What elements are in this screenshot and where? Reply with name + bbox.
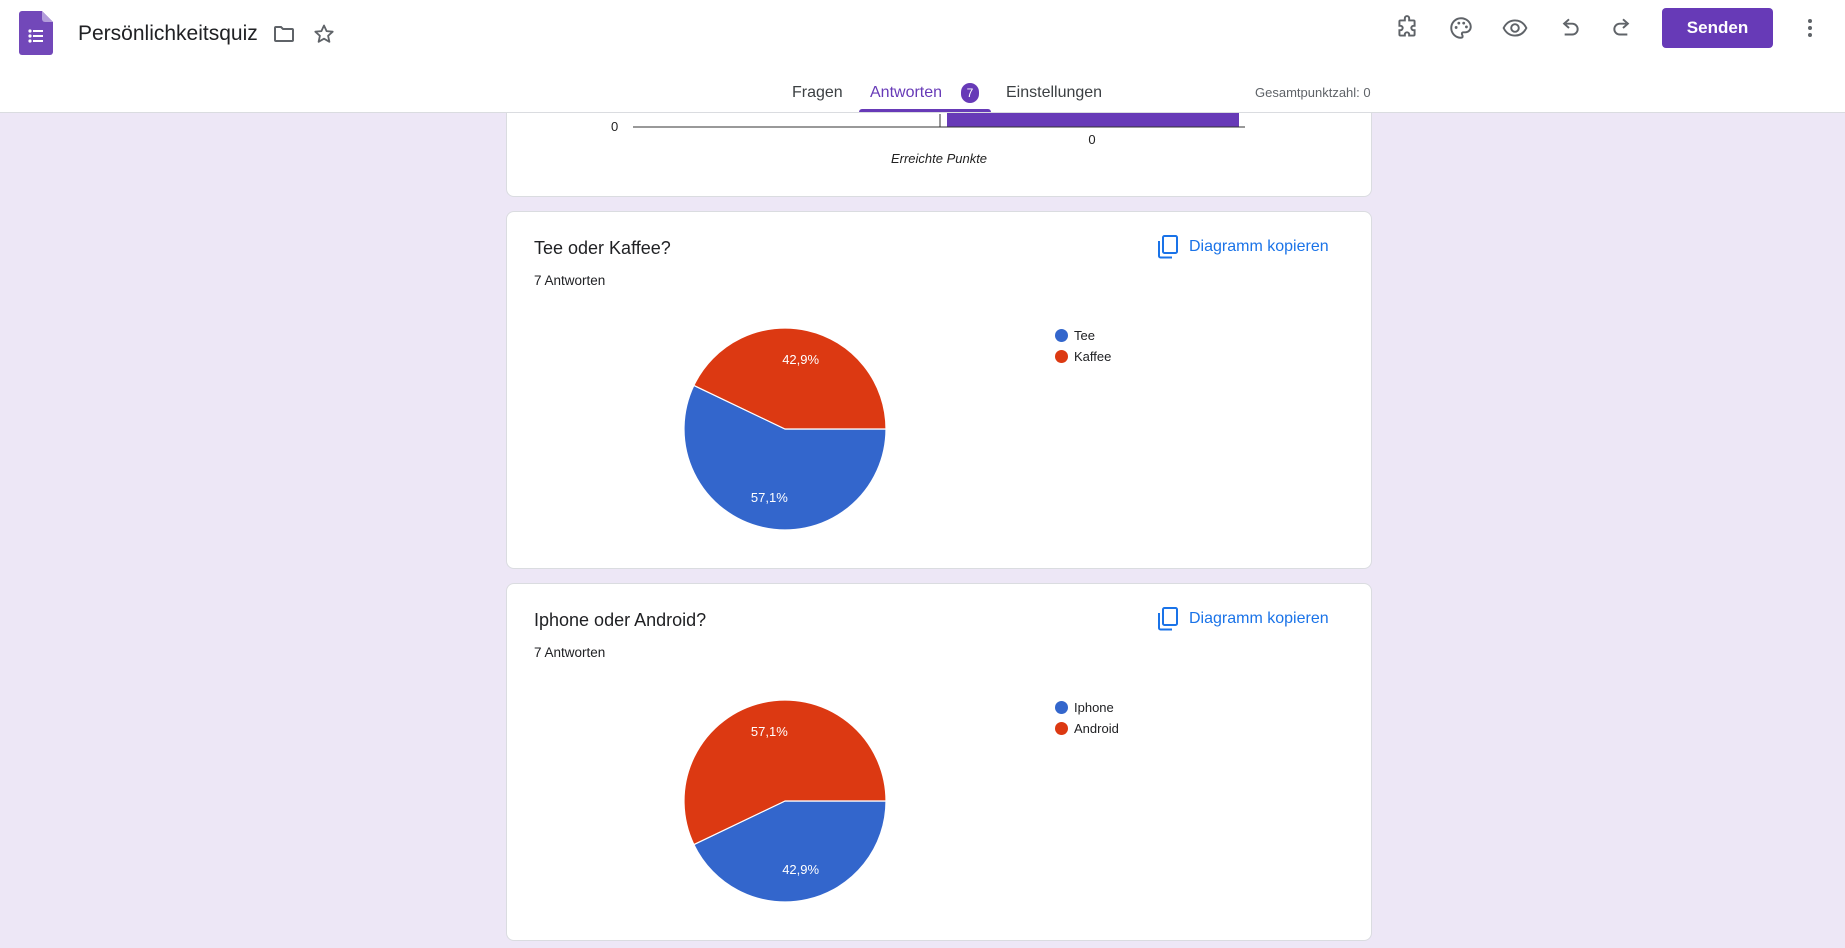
question-card-iphone-android: Iphone oder Android? 7 Antworten Diagram… xyxy=(506,583,1372,941)
question-card-tea-coffee: Tee oder Kaffee? 7 Antworten Diagramm ko… xyxy=(506,211,1372,569)
tab-bar: Fragen Antworten 7 Einstellungen Gesamtp… xyxy=(0,72,1845,113)
question-title: Iphone oder Android? xyxy=(534,610,707,630)
eye-icon[interactable] xyxy=(1499,12,1531,44)
pie-chart: 42,9% 57,1% xyxy=(683,699,887,903)
pie-chart: 57,1% 42,9% xyxy=(683,327,887,531)
document-title[interactable]: Persönlichkeitsquiz xyxy=(78,22,258,45)
legend-label: Iphone xyxy=(1074,700,1114,715)
puzzle-icon[interactable] xyxy=(1391,12,1423,44)
y-tick-label: 0 xyxy=(611,119,618,134)
more-vert-icon[interactable] xyxy=(1794,12,1826,44)
x-tick-label: 0 xyxy=(1088,132,1095,147)
palette-icon[interactable] xyxy=(1445,12,1477,44)
send-button[interactable]: Senden xyxy=(1662,8,1773,48)
google-forms-logo-icon[interactable] xyxy=(19,11,53,55)
legend-label: Android xyxy=(1074,721,1119,736)
legend-item-kaffee[interactable]: Kaffee xyxy=(1055,346,1111,367)
response-count: 7 Antworten xyxy=(534,645,606,660)
pie-slice-percent-label: 57,1% xyxy=(751,724,788,739)
pie-slice-kaffee[interactable] xyxy=(693,327,887,430)
tab-questions[interactable]: Fragen xyxy=(792,84,843,101)
copy-chart-label: Diagramm kopieren xyxy=(1189,610,1329,627)
pie-slice-percent-label: 42,9% xyxy=(782,352,819,367)
legend-swatch xyxy=(1055,722,1068,735)
legend-swatch xyxy=(1055,350,1068,363)
responses-count-badge: 7 xyxy=(961,83,979,103)
active-tab-indicator xyxy=(859,109,991,112)
total-points-label: Gesamtpunktzahl: 0 xyxy=(1255,85,1371,100)
app-header: Persönlichkeitsquiz Senden Fragen Antwor… xyxy=(0,0,1845,113)
pie-slice-iphone[interactable] xyxy=(693,800,887,903)
chart-legend: Tee Kaffee xyxy=(1055,325,1111,367)
copy-chart-button[interactable]: Diagramm kopieren xyxy=(1157,234,1329,260)
copy-icon xyxy=(1158,607,1178,631)
tab-responses[interactable]: Antworten xyxy=(870,84,943,101)
copy-chart-button[interactable]: Diagramm kopieren xyxy=(1157,606,1329,632)
pie-slice-android[interactable] xyxy=(683,699,887,846)
response-count: 7 Antworten xyxy=(534,273,606,288)
folder-icon[interactable] xyxy=(268,18,300,50)
legend-swatch xyxy=(1055,329,1068,342)
legend-item-tee[interactable]: Tee xyxy=(1055,325,1111,346)
x-axis-title: Erreichte Punkte xyxy=(891,151,987,166)
copy-icon xyxy=(1158,235,1178,259)
legend-swatch xyxy=(1055,701,1068,714)
legend-label: Tee xyxy=(1074,328,1095,343)
pie-slice-percent-label: 57,1% xyxy=(751,490,788,505)
legend-item-android[interactable]: Android xyxy=(1055,718,1119,739)
star-icon[interactable] xyxy=(308,18,340,50)
legend-item-iphone[interactable]: Iphone xyxy=(1055,697,1119,718)
copy-chart-label: Diagramm kopieren xyxy=(1189,238,1329,255)
redo-icon[interactable] xyxy=(1607,12,1639,44)
pie-slice-percent-label: 42,9% xyxy=(782,862,819,877)
undo-icon[interactable] xyxy=(1553,12,1585,44)
legend-label: Kaffee xyxy=(1074,349,1112,364)
tab-settings[interactable]: Einstellungen xyxy=(1006,84,1103,101)
chart-legend: Iphone Android xyxy=(1055,697,1119,739)
pie-slice-tee[interactable] xyxy=(683,384,887,531)
question-title: Tee oder Kaffee? xyxy=(534,238,671,258)
